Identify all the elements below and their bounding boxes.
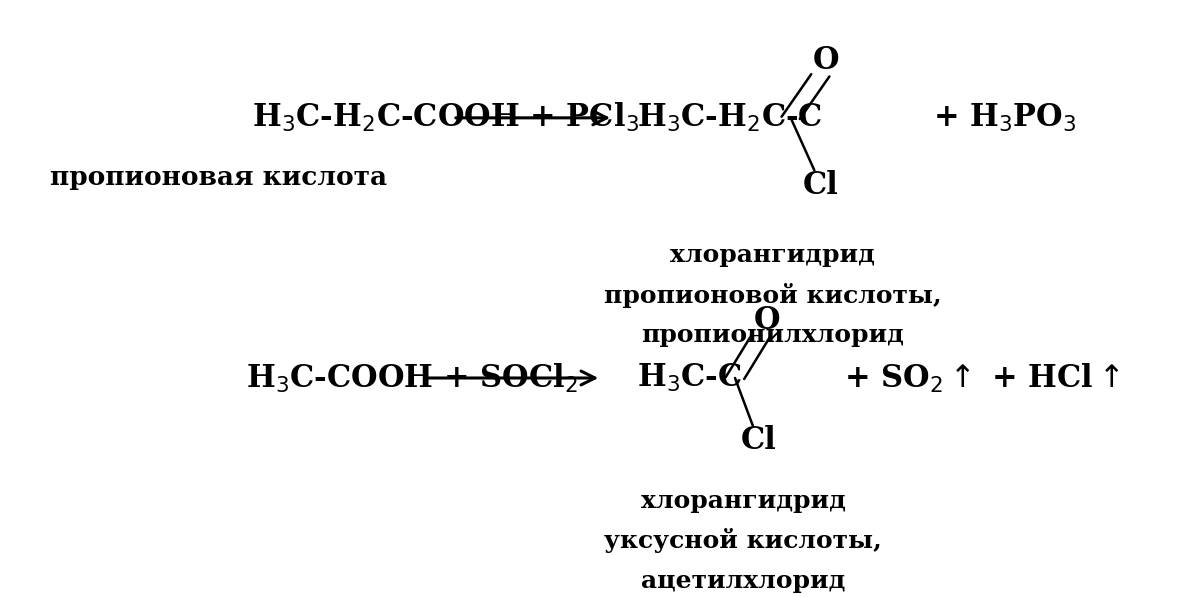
Text: Cl: Cl [741,425,777,456]
Text: H$_3$C-C: H$_3$C-C [637,362,742,394]
Text: + H$_3$PO$_3$: + H$_3$PO$_3$ [932,102,1076,134]
Text: пропионовая кислота: пропионовая кислота [50,165,388,190]
Text: O: O [813,45,839,76]
Text: Cl: Cl [802,170,838,201]
Text: H$_3$C-H$_2$C-COOH + PCl$_3$: H$_3$C-H$_2$C-COOH + PCl$_3$ [251,101,638,134]
Text: пропионовой кислоты,: пропионовой кислоты, [604,283,942,308]
Text: уксусной кислоты,: уксусной кислоты, [604,528,882,553]
Text: пропионилхлорид: пропионилхлорид [642,324,905,347]
Text: H$_3$C-COOH + SOCl$_2$: H$_3$C-COOH + SOCl$_2$ [245,361,577,395]
Text: хлорангидрид: хлорангидрид [670,244,875,267]
Text: H$_3$C-H$_2$C-C: H$_3$C-H$_2$C-C [637,102,822,134]
Text: O: O [754,305,780,336]
Text: ацетилхлорид: ацетилхлорид [642,568,845,593]
Text: хлорангидрид: хлорангидрид [640,488,846,513]
Text: + SO$_2$$\uparrow$ + HCl$\uparrow$: + SO$_2$$\uparrow$ + HCl$\uparrow$ [844,361,1119,395]
